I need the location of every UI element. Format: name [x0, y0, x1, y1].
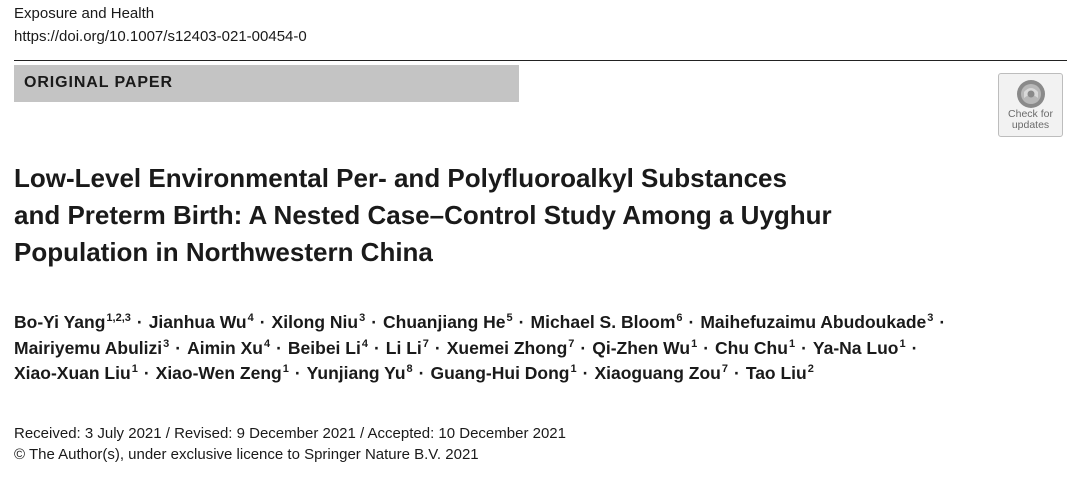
author-affiliation: 6 — [676, 312, 683, 325]
author-separator: · — [418, 363, 425, 383]
author-separator: · — [703, 337, 710, 358]
header-rule — [14, 60, 1067, 61]
author-name[interactable]: Xiao-Wen Zeng1 — [155, 363, 289, 383]
author-name[interactable]: Xilong Niu3 — [271, 312, 366, 332]
author-separator: · — [939, 312, 946, 332]
author-affiliation: 1 — [131, 363, 138, 376]
author-name[interactable]: Chuanjiang He5 — [383, 312, 513, 332]
title-line: Population in Northwestern China — [14, 237, 433, 267]
author-affiliation: 1,2,3 — [106, 312, 131, 325]
author-separator: · — [259, 312, 266, 332]
author-separator: · — [582, 363, 589, 383]
author-affiliation: 4 — [361, 337, 368, 350]
copyright-notice: © The Author(s), under exclusive licence… — [14, 446, 479, 463]
author-separator: · — [801, 337, 807, 358]
author-name[interactable]: Guang-Hui Dong1 — [430, 363, 577, 383]
author-name[interactable]: Yunjiang Yu8 — [306, 363, 413, 383]
author-separator: · — [371, 312, 378, 332]
author-separator: · — [294, 363, 301, 383]
author-line: Bo-Yi Yang1,2,3 · Jianhua Wu4 · Xilong Niu3 ·… — [14, 310, 1074, 336]
author-name[interactable]: Maihefuzaimu Abudoukade3 — [700, 312, 934, 332]
author-affiliation: 3 — [163, 337, 170, 350]
author-affiliation: 1 — [788, 337, 796, 350]
author-affiliation: 1 — [282, 363, 289, 376]
author-separator: · — [518, 312, 525, 332]
author-name[interactable]: Beibei Li4 — [287, 337, 368, 358]
author-separator: · — [434, 337, 441, 358]
author-name[interactable]: Xiaoguang Zou7 — [594, 363, 728, 383]
paper-title: Low-Level Environmental Per- and Polyflu… — [14, 160, 994, 271]
check-for-updates-button[interactable]: Check for updates — [998, 73, 1063, 137]
author-separator: · — [580, 337, 587, 358]
article-type-bar: ORIGINAL PAPER — [14, 65, 519, 102]
author-separator: · — [911, 337, 918, 358]
author-affiliation: 8 — [406, 363, 413, 376]
author-affiliation: 4 — [263, 337, 271, 350]
author-line: Mairiyemu Abulizi3 · Aimin Xu4 · Beibei Li4 ·… — [14, 336, 1074, 362]
author-name[interactable]: Xiao-Xuan Liu1 — [14, 363, 138, 383]
author-separator: · — [175, 337, 182, 358]
author-separator: · — [373, 337, 380, 358]
author-line: Xiao-Xuan Liu1 · Xiao-Wen Zeng1 · Yunjiang Y… — [14, 361, 1074, 387]
author-name[interactable]: Jianhua Wu4 — [148, 312, 254, 332]
author-name[interactable]: Qi-Zhen Wu1 — [592, 337, 698, 358]
title-line: and Preterm Birth: A Nested Case–Control… — [14, 200, 832, 230]
article-type-label: ORIGINAL PAPER — [24, 74, 173, 91]
author-list: Bo-Yi Yang1,2,3 · Jianhua Wu4 · Xilong Niu3 ·… — [14, 310, 1074, 387]
received-dates: Received: 3 July 2021 / Revised: 9 Decem… — [14, 425, 566, 442]
author-name[interactable]: Xuemei Zhong7 — [446, 337, 575, 358]
author-name[interactable]: Michael S. Bloom6 — [530, 312, 683, 332]
author-name[interactable]: Chu Chu1 — [715, 337, 796, 358]
author-name[interactable]: Bo-Yi Yang1,2,3 — [14, 312, 131, 332]
author-name[interactable]: Tao Liu2 — [745, 363, 814, 383]
author-affiliation: 3 — [359, 312, 366, 325]
title-line: Low-Level Environmental Per- and Polyflu… — [14, 163, 787, 193]
author-name[interactable]: Mairiyemu Abulizi3 — [14, 337, 170, 358]
author-affiliation: 7 — [422, 337, 429, 350]
author-affiliation: 7 — [568, 337, 575, 350]
author-name[interactable]: Li Li7 — [385, 337, 429, 358]
author-affiliation: 1 — [691, 337, 698, 350]
author-affiliation: 2 — [807, 363, 814, 376]
author-affiliation: 7 — [721, 363, 728, 376]
author-separator: · — [136, 312, 143, 332]
author-separator: · — [733, 363, 740, 383]
author-name[interactable]: Aimin Xu4 — [187, 337, 271, 358]
doi-link[interactable]: https://doi.org/10.1007/s12403-021-00454… — [14, 28, 307, 45]
journal-name: Exposure and Health — [14, 5, 155, 22]
author-affiliation: 5 — [506, 312, 513, 325]
check-updates-icon — [1017, 80, 1045, 108]
author-separator: · — [688, 312, 695, 332]
author-affiliation: 1 — [570, 363, 577, 376]
check-updates-label: Check for updates — [1008, 108, 1053, 131]
author-affiliation: 3 — [927, 312, 934, 325]
author-affiliation: 4 — [247, 312, 254, 325]
author-name[interactable]: Ya-Na Luo1 — [812, 337, 906, 358]
author-separator: · — [276, 337, 282, 358]
author-separator: · — [143, 363, 150, 383]
author-affiliation: 1 — [899, 337, 906, 350]
